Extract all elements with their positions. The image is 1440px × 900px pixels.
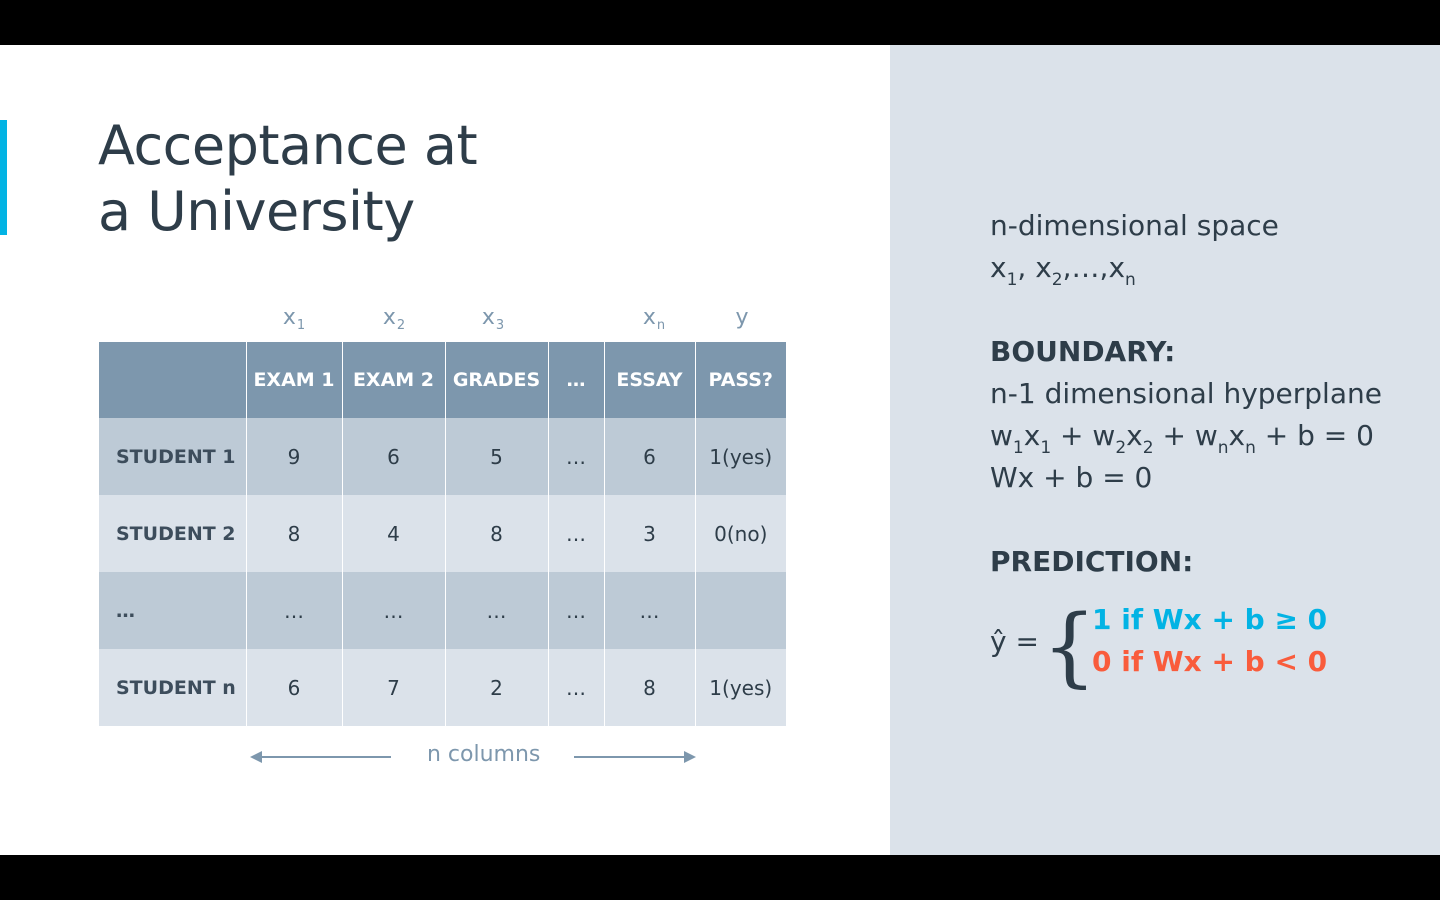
table-cell: 1(yes): [694, 418, 786, 495]
header-cell: EXAM 2: [341, 342, 445, 418]
vector-equation: Wx + b = 0: [990, 461, 1153, 494]
column-symbol: y: [735, 305, 749, 330]
column-symbol: x2: [382, 305, 406, 333]
column-symbol: x3: [481, 305, 505, 333]
prediction-heading: PREDICTION:: [990, 545, 1194, 578]
column-symbol: xn: [642, 305, 666, 333]
table-cell: 1(yes): [694, 649, 786, 726]
variables-list: x1, x2,…,xn: [990, 251, 1136, 290]
arrow-right-icon: [684, 751, 696, 763]
table-cell: …: [547, 418, 604, 495]
table-cell: …: [603, 572, 695, 649]
table-cell: 6: [341, 418, 445, 495]
title-line-1: Acceptance at: [98, 114, 478, 177]
table-row: STUDENT n 6 7 2 … 8 1(yes): [99, 649, 786, 726]
table-cell: 8: [245, 495, 342, 572]
arrow-right-line: [574, 756, 690, 758]
accent-bar: [0, 120, 7, 235]
header-cell: ESSAY: [603, 342, 695, 418]
row-label: …: [99, 572, 246, 649]
header-cell: EXAM 1: [245, 342, 342, 418]
yhat-symbol: ŷ =: [990, 625, 1039, 658]
header-cell: [99, 342, 246, 418]
slide-title: Acceptance at a University: [98, 113, 478, 245]
row-label: STUDENT 1: [99, 418, 246, 495]
table-cell: 8: [444, 495, 548, 572]
table-header-row: EXAM 1 EXAM 2 GRADES … ESSAY PASS?: [99, 342, 786, 418]
hyperplane-equation: w1x1 + w2x2 + wnxn + b = 0: [990, 419, 1374, 458]
row-label: STUDENT n: [99, 649, 246, 726]
prediction-negative-case: 0 if Wx + b < 0: [1092, 645, 1328, 678]
table-cell: 4: [341, 495, 445, 572]
header-cell: PASS?: [694, 342, 786, 418]
prediction-positive-case: 1 if Wx + b ≥ 0: [1092, 603, 1328, 636]
table-cell: …: [547, 572, 604, 649]
title-line-2: a University: [98, 180, 415, 243]
slide-frame: Acceptance at a University x1 x2 x3 xn y…: [0, 45, 1440, 855]
boundary-heading: BOUNDARY:: [990, 335, 1176, 368]
table-cell: …: [341, 572, 445, 649]
student-table: EXAM 1 EXAM 2 GRADES … ESSAY PASS? STUDE…: [99, 342, 786, 726]
n-columns-indicator: n columns: [250, 742, 696, 772]
table-cell: 0(no): [694, 495, 786, 572]
table-cell: 9: [245, 418, 342, 495]
hyperplane-label: n-1 dimensional hyperplane: [990, 377, 1382, 410]
table-cell: 5: [444, 418, 548, 495]
table-cell: [694, 572, 786, 649]
table-cell: 8: [603, 649, 695, 726]
table-cell: 2: [444, 649, 548, 726]
row-label: STUDENT 2: [99, 495, 246, 572]
table-row: STUDENT 2 8 4 8 … 3 0(no): [99, 495, 786, 572]
table-row: STUDENT 1 9 6 5 … 6 1(yes): [99, 418, 786, 495]
brace-icon: {: [1042, 597, 1097, 697]
table-cell: …: [547, 495, 604, 572]
arrow-left-line: [256, 756, 391, 758]
space-label: n-dimensional space: [990, 209, 1279, 242]
table-cell: …: [547, 649, 604, 726]
table-cell: 3: [603, 495, 695, 572]
column-symbols: x1 x2 x3 xn y: [99, 305, 786, 341]
n-columns-label: n columns: [427, 742, 541, 767]
table-cell: 7: [341, 649, 445, 726]
notes-panel: n-dimensional space x1, x2,…,xn BOUNDARY…: [890, 45, 1440, 855]
table-row: … … … … … …: [99, 572, 786, 649]
table-cell: …: [444, 572, 548, 649]
column-symbol: x1: [282, 305, 306, 333]
table-cell: 6: [603, 418, 695, 495]
table-cell: 6: [245, 649, 342, 726]
header-cell: GRADES: [444, 342, 548, 418]
header-cell: …: [547, 342, 604, 418]
table-cell: …: [245, 572, 342, 649]
